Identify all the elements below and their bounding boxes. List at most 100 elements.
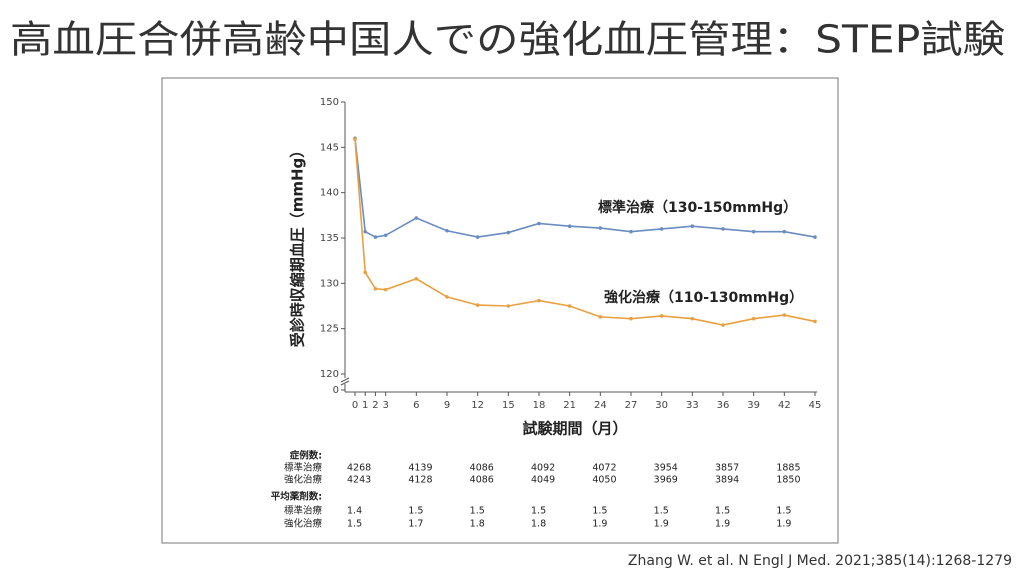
table-cell: 4092 <box>531 463 555 474</box>
table-cell: 1.5 <box>654 506 669 517</box>
series-label: 強化治療（110-130mmHg） <box>604 289 803 306</box>
x-tick-label: 15 <box>502 400 515 411</box>
data-point <box>475 235 480 239</box>
table-row-label: 強化治療 <box>284 474 323 486</box>
data-point <box>598 226 603 230</box>
y-tick-label: 125 <box>320 324 339 335</box>
data-point <box>363 229 368 234</box>
x-tick-label: 36 <box>717 400 730 411</box>
table-cell: 3894 <box>715 475 739 486</box>
table-cell: 1.9 <box>776 519 791 530</box>
table-cell: 1.5 <box>776 506 791 517</box>
data-point <box>445 295 449 299</box>
table-cell: 4086 <box>470 475 494 486</box>
x-axis-title: 試験期間（月） <box>522 420 627 438</box>
y-tick-label: 130 <box>320 278 339 289</box>
table-cell: 4268 <box>347 463 371 474</box>
y-tick-label: 150 <box>320 97 339 108</box>
citation: Zhang W. et al. N Engl J Med. 2021;385(1… <box>628 553 1012 569</box>
table-cell: 4050 <box>592 475 616 486</box>
table-cell: 1.5 <box>470 506 485 517</box>
table-row-label: 平均薬剤数: <box>271 491 322 503</box>
data-point <box>659 314 664 318</box>
data-point <box>813 235 817 239</box>
series-line <box>354 138 816 238</box>
table-cell: 1.5 <box>592 506 607 517</box>
table-cell: 1.8 <box>470 519 485 530</box>
table-cell: 4139 <box>408 463 432 474</box>
data-point <box>383 233 388 238</box>
table-cell: 1885 <box>776 463 800 474</box>
y-axis-title: 受診時収縮期血圧（mmHg） <box>289 143 307 348</box>
x-tick-label: 27 <box>625 400 638 411</box>
table-cell: 3954 <box>654 463 678 474</box>
y-tick-label: 135 <box>320 233 339 244</box>
table-row-label: 標準治療 <box>284 462 323 474</box>
table-cell: 4128 <box>408 475 432 486</box>
table-cell: 4086 <box>470 463 494 474</box>
x-tick-label: 21 <box>563 400 576 411</box>
table-cell: 1.5 <box>531 506 546 517</box>
x-tick-label: 12 <box>471 400 484 411</box>
data-point <box>383 287 388 292</box>
x-tick-label: 0 <box>352 400 358 411</box>
data-point <box>690 316 695 321</box>
data-point <box>629 229 633 234</box>
series-label: 標準治療（130-150mmHg） <box>598 199 797 216</box>
x-tick-label: 39 <box>747 400 760 411</box>
data-point <box>475 303 480 307</box>
x-tick-label: 2 <box>372 400 378 411</box>
data-point <box>363 270 368 275</box>
data-point <box>567 304 572 308</box>
table-cell: 4049 <box>531 475 555 486</box>
data-point <box>659 227 664 231</box>
x-tick-label: 18 <box>533 400 546 411</box>
data-point <box>598 315 603 319</box>
data-point <box>690 224 695 229</box>
table-cell: 1.9 <box>592 519 607 530</box>
x-tick-label: 9 <box>444 400 450 411</box>
x-tick-label: 6 <box>413 400 419 411</box>
data-point <box>629 316 633 321</box>
data-point <box>353 137 357 141</box>
table-cell: 3969 <box>654 475 678 486</box>
table-cell: 1.9 <box>715 519 730 530</box>
table-row-label: 標準治療 <box>284 505 323 517</box>
table-cell: 1.4 <box>347 506 362 517</box>
data-point <box>537 298 541 303</box>
data-point <box>414 216 419 220</box>
slide-title: 高血圧合併高齢中国人での強化血圧管理：STEP試験 <box>10 18 1005 62</box>
x-tick-label: 42 <box>778 400 791 411</box>
table-cell: 1.5 <box>347 519 362 530</box>
table-cell: 1.5 <box>408 506 423 517</box>
axis-break <box>340 377 350 386</box>
data-point <box>567 224 572 229</box>
x-tick-label: 24 <box>594 400 607 411</box>
y-tick-label: 145 <box>320 142 339 153</box>
table-cell: 4072 <box>592 463 616 474</box>
table-row-label: 強化治療 <box>284 518 323 530</box>
table-cell: 1.9 <box>654 519 669 530</box>
x-tick-label: 3 <box>382 400 388 411</box>
data-point <box>721 227 725 231</box>
y-tick-label: 0 <box>333 385 339 396</box>
data-point <box>782 229 787 234</box>
data-point <box>537 221 541 226</box>
data-point <box>813 319 817 324</box>
table-cell: 1.7 <box>408 519 423 530</box>
data-point <box>782 313 787 317</box>
table-cell: 3857 <box>715 463 739 474</box>
data-point <box>506 230 511 235</box>
table-cell: 1.8 <box>531 519 546 530</box>
chart-frame <box>161 77 839 544</box>
data-point <box>373 286 378 291</box>
y-tick-label: 140 <box>320 188 339 199</box>
table-cell: 4243 <box>347 475 371 486</box>
table-cell: 1.5 <box>715 506 730 517</box>
x-tick-label: 1 <box>362 400 368 411</box>
data-point <box>414 277 419 281</box>
data-point <box>506 304 511 308</box>
data-point <box>751 316 756 321</box>
table-row-label: 症例数: <box>290 450 322 462</box>
